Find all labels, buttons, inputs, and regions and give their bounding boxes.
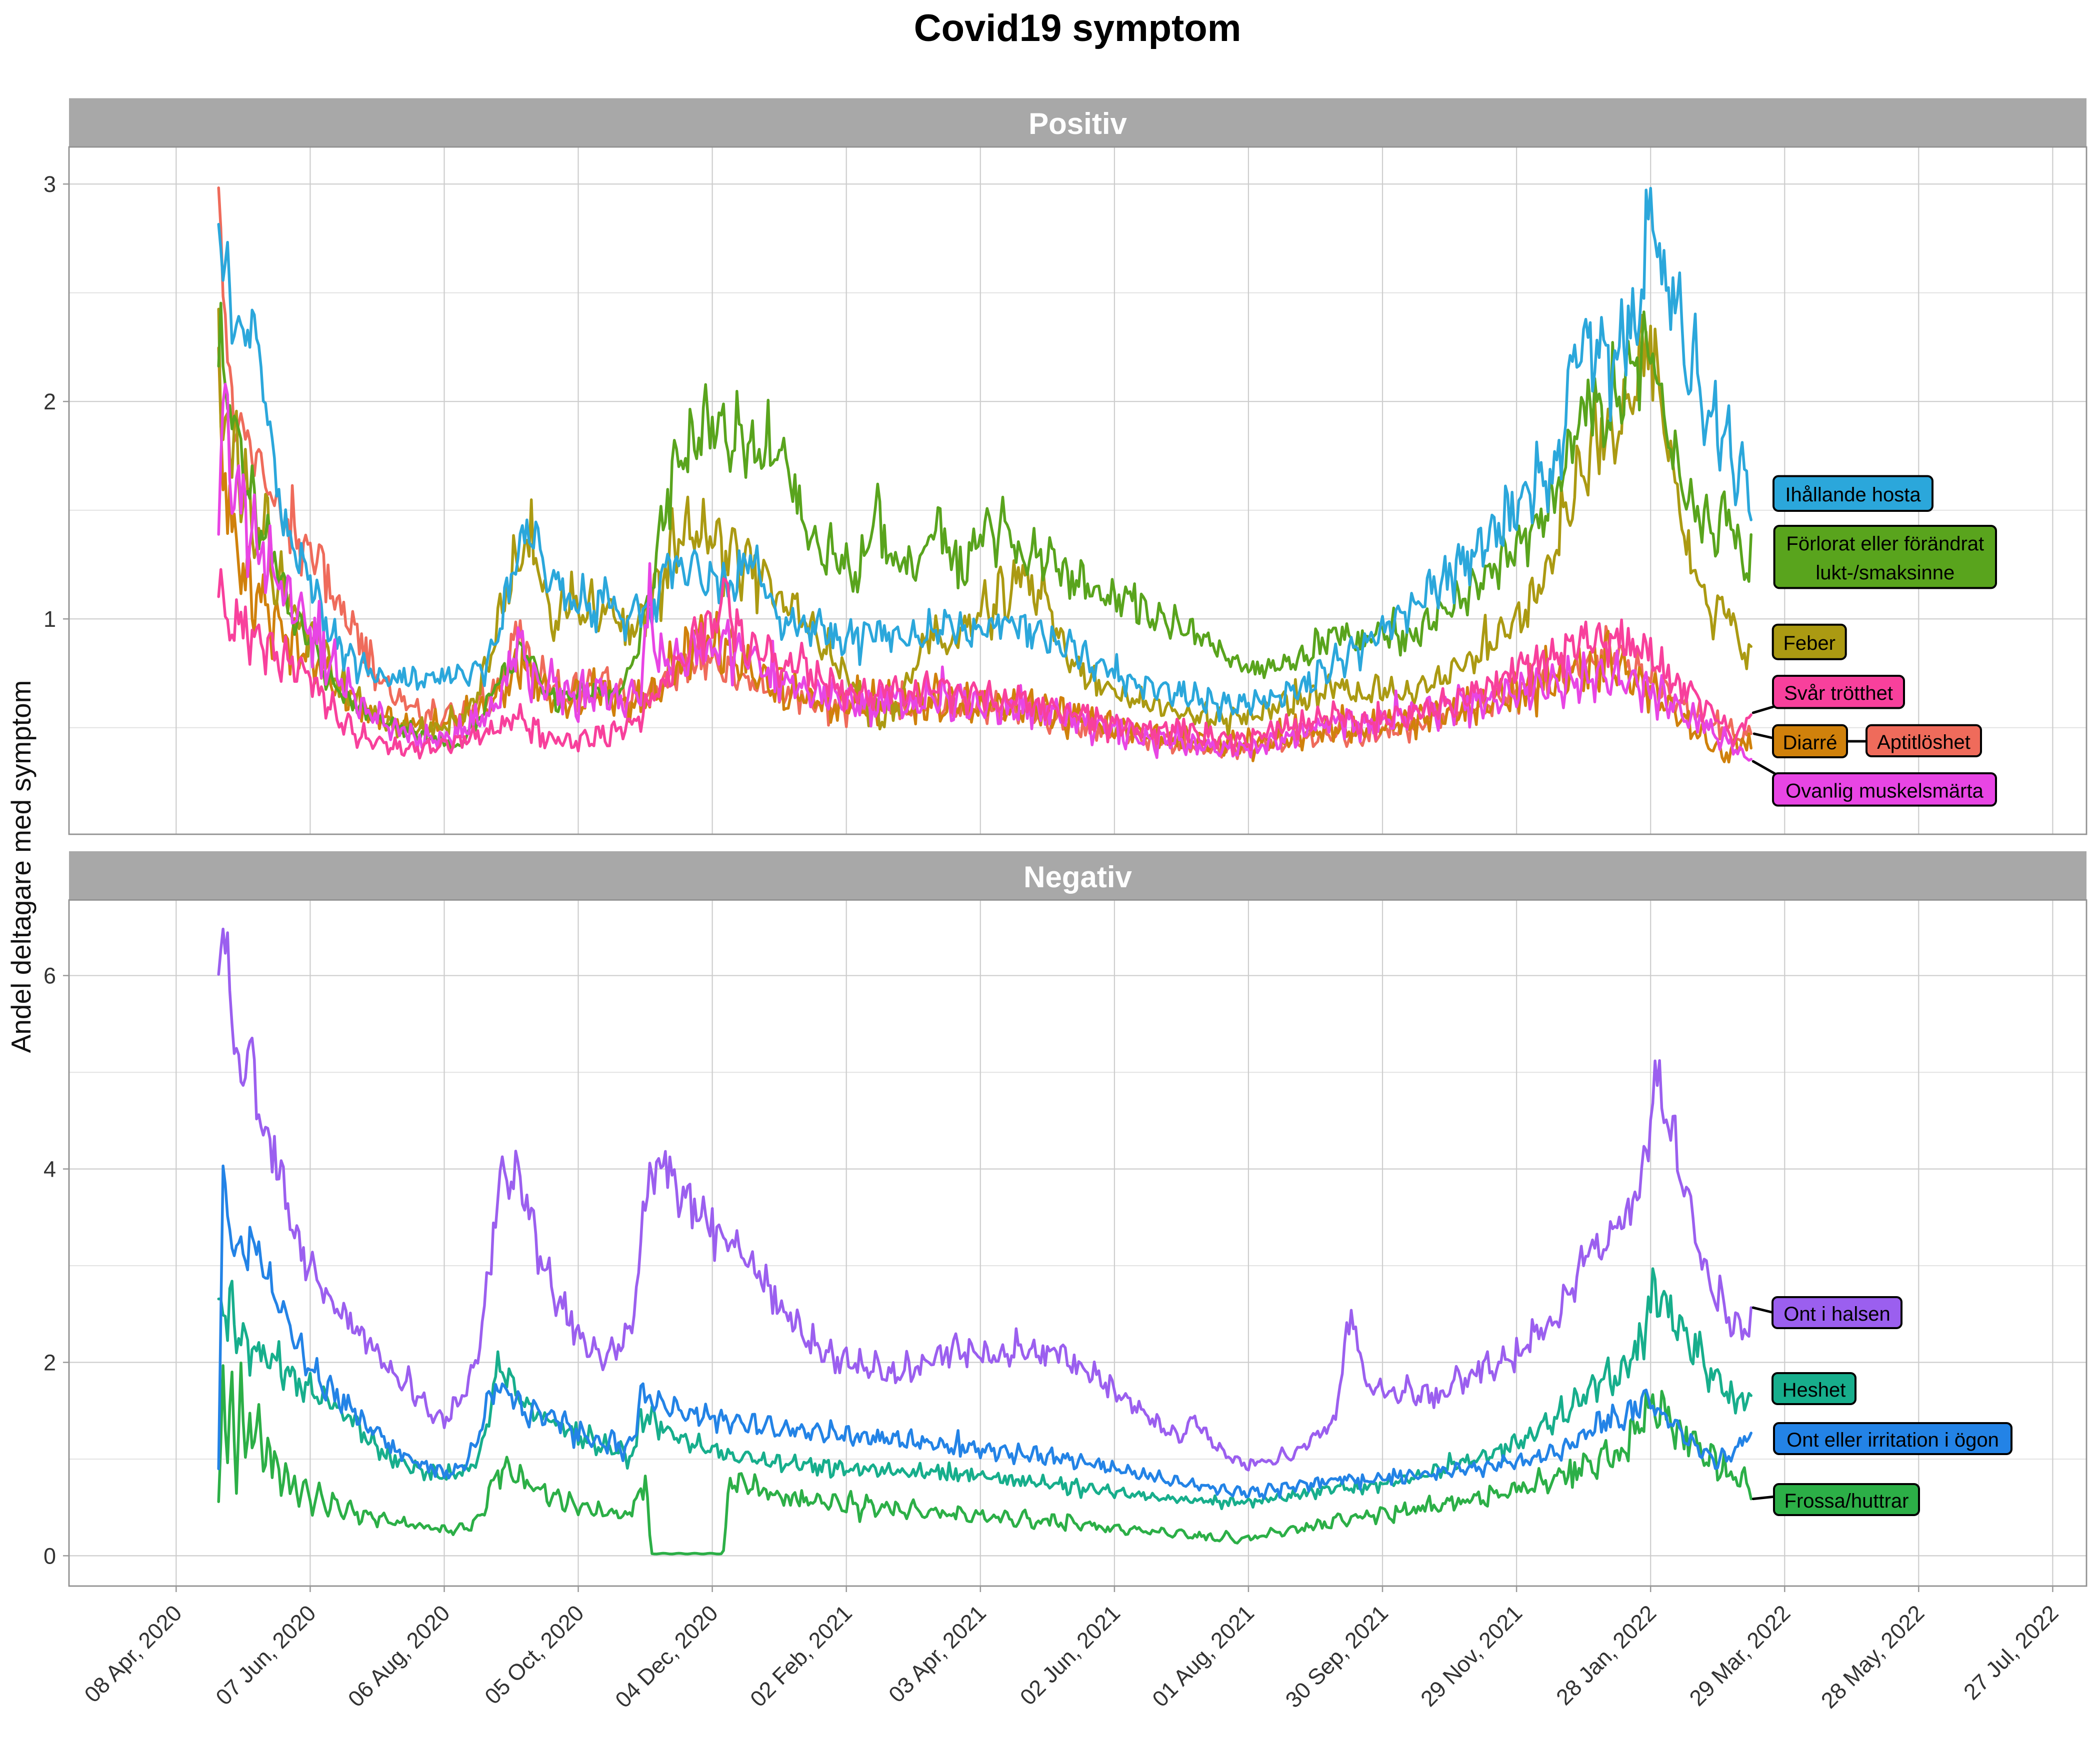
svg-text:Feber: Feber: [1783, 632, 1836, 654]
svg-text:4: 4: [44, 1157, 56, 1182]
svg-text:Diarré: Diarré: [1783, 732, 1838, 754]
svg-text:3: 3: [44, 171, 56, 197]
svg-text:Ovanlig muskelsmärta: Ovanlig muskelsmärta: [1786, 780, 1984, 802]
svg-text:Frossa/huttrar: Frossa/huttrar: [1784, 1490, 1909, 1512]
svg-text:Positiv: Positiv: [1028, 107, 1127, 140]
svg-text:2: 2: [44, 1350, 56, 1376]
svg-text:1: 1: [44, 606, 56, 632]
svg-text:Ont i halsen: Ont i halsen: [1784, 1303, 1890, 1325]
svg-text:Andel deltagare med symptom: Andel deltagare med symptom: [6, 680, 36, 1053]
svg-text:Negativ: Negativ: [1024, 860, 1132, 894]
svg-text:6: 6: [44, 963, 56, 989]
svg-text:Ihållande hosta: Ihållande hosta: [1785, 484, 1921, 506]
svg-text:Svår trötthet: Svår trötthet: [1784, 682, 1893, 704]
svg-text:2: 2: [44, 389, 56, 414]
svg-text:Ont eller irritation i ögon: Ont eller irritation i ögon: [1786, 1429, 1999, 1451]
svg-text:Förlorat eller förändrat: Förlorat eller förändrat: [1786, 533, 1984, 555]
svg-text:Aptitlöshet: Aptitlöshet: [1877, 731, 1970, 753]
svg-text:lukt-/smaksinne: lukt-/smaksinne: [1816, 562, 1954, 584]
svg-text:0: 0: [44, 1543, 56, 1569]
svg-text:Covid19 symptom: Covid19 symptom: [914, 7, 1242, 49]
svg-text:Heshet: Heshet: [1782, 1379, 1846, 1401]
